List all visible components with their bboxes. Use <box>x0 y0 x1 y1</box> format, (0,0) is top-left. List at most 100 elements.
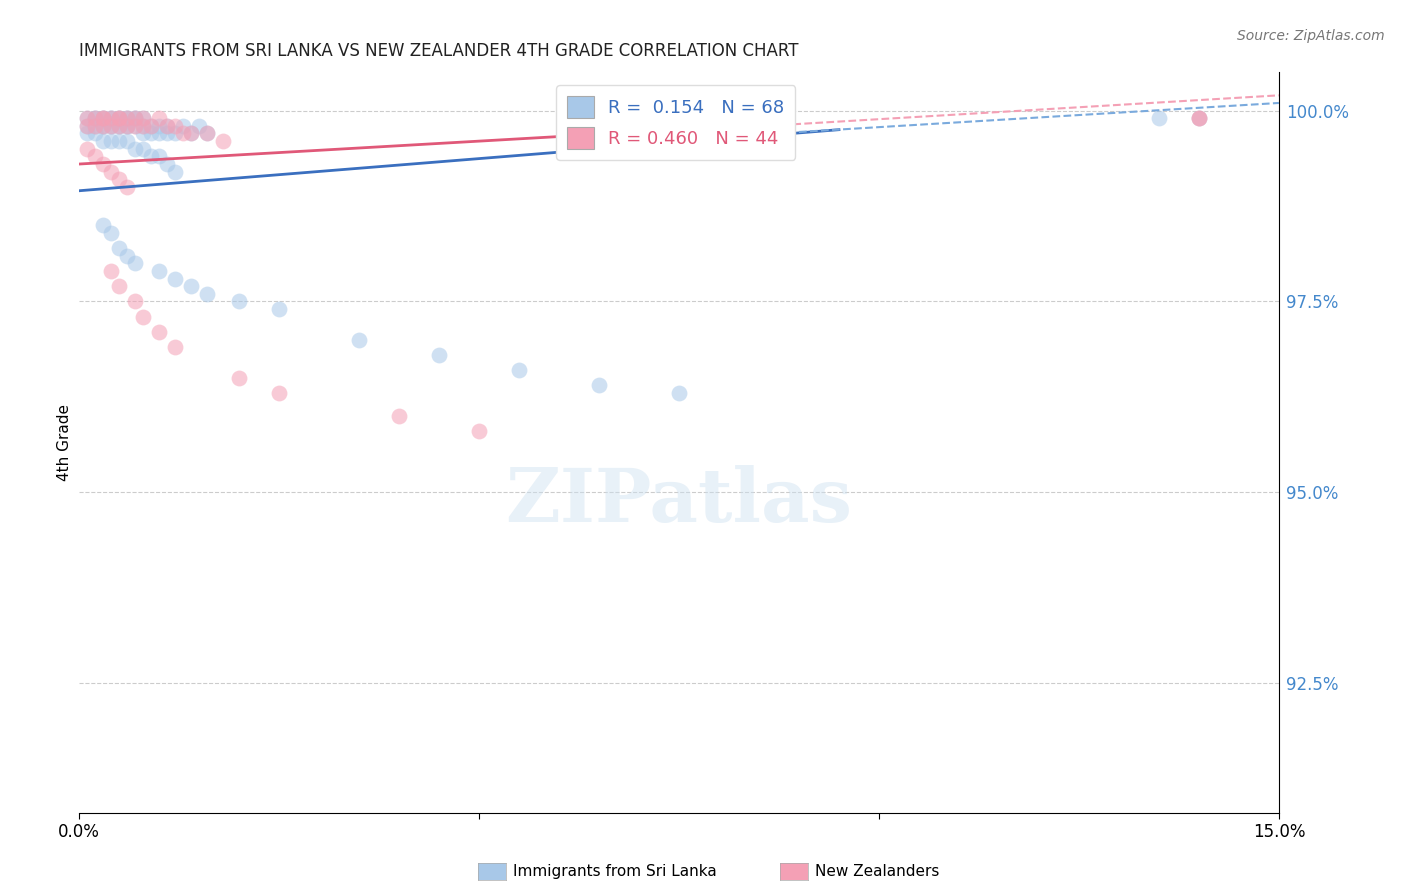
Point <box>124 119 146 133</box>
Point <box>115 119 138 133</box>
Point <box>84 127 107 141</box>
Point <box>267 386 290 401</box>
Point <box>100 119 122 133</box>
Point <box>91 218 114 232</box>
Point <box>108 112 131 126</box>
Legend: R =  0.154   N = 68, R = 0.460   N = 44: R = 0.154 N = 68, R = 0.460 N = 44 <box>555 85 796 160</box>
Point <box>115 249 138 263</box>
Point <box>124 112 146 126</box>
Point <box>132 310 155 324</box>
Point <box>100 112 122 126</box>
Point <box>124 142 146 156</box>
Point <box>508 363 530 377</box>
Point <box>132 142 155 156</box>
Point <box>115 119 138 133</box>
Point <box>132 112 155 126</box>
Point <box>195 286 218 301</box>
Point <box>108 112 131 126</box>
Point <box>84 119 107 133</box>
Point <box>115 180 138 194</box>
Point <box>76 127 98 141</box>
Point <box>91 112 114 126</box>
Point <box>347 333 370 347</box>
Point <box>108 172 131 186</box>
Point <box>100 164 122 178</box>
Point <box>388 409 411 423</box>
Point <box>165 340 187 354</box>
Point <box>180 127 202 141</box>
Point <box>108 119 131 133</box>
Point <box>156 119 179 133</box>
Point <box>124 256 146 270</box>
Text: Source: ZipAtlas.com: Source: ZipAtlas.com <box>1237 29 1385 43</box>
Point <box>115 119 138 133</box>
Point <box>91 112 114 126</box>
Point <box>91 112 114 126</box>
Point <box>188 119 211 133</box>
Point <box>100 119 122 133</box>
Point <box>148 325 170 339</box>
Point <box>91 112 114 126</box>
Point <box>148 127 170 141</box>
Point <box>139 119 162 133</box>
Point <box>148 264 170 278</box>
Point <box>156 157 179 171</box>
Point <box>108 134 131 148</box>
Point <box>267 301 290 316</box>
Point <box>124 119 146 133</box>
Point <box>139 127 162 141</box>
Point <box>91 119 114 133</box>
Point <box>228 371 250 385</box>
Point <box>172 119 194 133</box>
Point <box>76 119 98 133</box>
Point <box>76 142 98 156</box>
Point <box>91 119 114 133</box>
Point <box>108 119 131 133</box>
Point <box>108 279 131 293</box>
Point <box>100 134 122 148</box>
Point <box>108 112 131 126</box>
Point <box>668 386 690 401</box>
Point <box>588 378 610 392</box>
Point <box>180 127 202 141</box>
Point <box>148 119 170 133</box>
Point <box>172 127 194 141</box>
Point <box>148 149 170 163</box>
Point <box>91 134 114 148</box>
Point <box>165 271 187 285</box>
Text: ZIPatlas: ZIPatlas <box>506 466 852 539</box>
Point <box>195 127 218 141</box>
Point <box>1188 112 1211 126</box>
Point <box>165 119 187 133</box>
Point <box>115 112 138 126</box>
Text: IMMIGRANTS FROM SRI LANKA VS NEW ZEALANDER 4TH GRADE CORRELATION CHART: IMMIGRANTS FROM SRI LANKA VS NEW ZEALAND… <box>79 42 799 60</box>
Point <box>195 127 218 141</box>
Text: New Zealanders: New Zealanders <box>815 864 939 879</box>
Point <box>84 112 107 126</box>
Point <box>100 264 122 278</box>
Point <box>100 112 122 126</box>
Point <box>91 119 114 133</box>
Point <box>84 119 107 133</box>
Point <box>132 119 155 133</box>
Point <box>115 112 138 126</box>
Point <box>124 112 146 126</box>
Point <box>1188 112 1211 126</box>
Point <box>139 149 162 163</box>
Point <box>132 112 155 126</box>
Point <box>165 164 187 178</box>
Point <box>115 112 138 126</box>
Point <box>76 119 98 133</box>
Point <box>84 149 107 163</box>
Point <box>132 127 155 141</box>
Point <box>228 294 250 309</box>
Point <box>115 134 138 148</box>
Y-axis label: 4th Grade: 4th Grade <box>58 404 72 481</box>
Point <box>108 112 131 126</box>
Point <box>139 119 162 133</box>
Point <box>84 112 107 126</box>
Point <box>124 294 146 309</box>
Point <box>76 112 98 126</box>
Point <box>100 226 122 240</box>
Point <box>180 279 202 293</box>
